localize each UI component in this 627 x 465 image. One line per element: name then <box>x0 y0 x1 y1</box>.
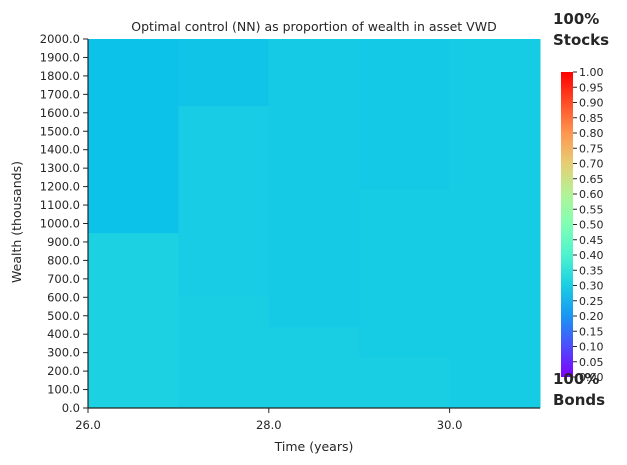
heatmap-cell-9 <box>359 39 451 189</box>
y-tick-label: 1400.0 <box>40 143 80 157</box>
colorbar-tick-label: 0.55 <box>579 203 604 216</box>
colorbar-gradient <box>561 72 573 377</box>
heatmap-cell-0 <box>88 232 179 409</box>
colorbar-tick-label: 0.65 <box>579 173 604 186</box>
colorbar-tick-label: 0.50 <box>579 219 604 232</box>
colorbar-tick-label: 0.70 <box>579 158 604 171</box>
y-tick-label: 1600.0 <box>40 106 80 120</box>
colorbar-tick-label: 0.75 <box>579 142 604 155</box>
heatmap-cell-10 <box>449 39 541 409</box>
y-tick-label: 1500.0 <box>40 124 80 138</box>
colorbar-tick-label: 0.00 <box>579 371 604 384</box>
top-note-line1: 100% <box>553 10 599 28</box>
colorbar-tick-label: 0.15 <box>579 325 604 338</box>
chart-title: Optimal control (NN) as proportion of we… <box>131 19 496 34</box>
y-tick-label: 200.0 <box>47 364 80 378</box>
y-tick-label: 500.0 <box>47 309 80 323</box>
heatmap-cell-2 <box>178 295 270 409</box>
x-tick-label: 26.0 <box>75 418 101 432</box>
heatmap-cell-4 <box>178 39 270 106</box>
heatmap-cell-7 <box>359 356 451 409</box>
y-tick-label: 700.0 <box>47 272 80 286</box>
y-tick-label: 2000.0 <box>40 32 80 46</box>
colorbar-tick-label: 0.20 <box>579 310 604 323</box>
colorbar-tick-label: 0.60 <box>579 188 604 201</box>
y-tick-label: 800.0 <box>47 253 80 267</box>
bottom-note-line1: 100% <box>553 370 599 388</box>
y-tick-label: 600.0 <box>47 290 80 304</box>
top-note-line2: Stocks <box>553 31 609 49</box>
y-tick-label: 1200.0 <box>40 180 80 194</box>
colorbar-tick-label: 0.45 <box>579 234 604 247</box>
colorbar-tick-label: 0.10 <box>579 341 604 354</box>
colorbar-tick-label: 1.00 <box>579 66 604 79</box>
x-axis-title: Time (years) <box>274 439 354 454</box>
y-axis-title: Wealth (thousands) <box>9 161 24 283</box>
colorbar-tick-label: 0.35 <box>579 264 604 277</box>
y-tick-label: 0.0 <box>62 401 80 415</box>
colorbar-tick-label: 0.30 <box>579 280 604 293</box>
y-tick-label: 300.0 <box>47 346 80 360</box>
y-tick-label: 1000.0 <box>40 217 80 231</box>
heatmap-cells <box>88 39 541 409</box>
axes: 0.0 100.0 200.0 300.0 400.0 500.0 600.0 700.0 80… <box>40 32 540 432</box>
x-tick-label: 30.0 <box>437 418 463 432</box>
colorbar-tick-label: 0.90 <box>579 97 604 110</box>
colorbar-tick-label: 0.80 <box>579 127 604 140</box>
heatmap-cell-6 <box>268 39 360 328</box>
y-tick-label: 900.0 <box>47 235 80 249</box>
colorbar-tick-label: 0.95 <box>579 81 604 94</box>
heatmap-cell-3 <box>178 105 270 296</box>
heatmap-cell-5 <box>268 326 360 409</box>
y-tick-label: 400.0 <box>47 327 80 341</box>
colorbar-tick-label: 0.40 <box>579 249 604 262</box>
colorbar-tick-label: 0.25 <box>579 295 604 308</box>
colorbar-tick-label: 0.85 <box>579 112 604 125</box>
y-tick-label: 1100.0 <box>40 198 80 212</box>
heatmap-cell-8 <box>359 188 451 357</box>
heatmap-cell-1 <box>88 39 179 234</box>
y-tick-label: 1700.0 <box>40 87 80 101</box>
colorbar-tick-label: 0.05 <box>579 356 604 369</box>
colorbar: 0.00 0.05 0.10 0.15 0.20 0.25 0.30 0.35 0.40 0.45… <box>561 66 604 384</box>
y-tick-label: 1800.0 <box>40 69 80 83</box>
y-tick-label: 100.0 <box>47 383 80 397</box>
x-tick-label: 28.0 <box>256 418 282 432</box>
bottom-note-line2: Bonds <box>553 391 605 409</box>
y-tick-label: 1900.0 <box>40 50 80 64</box>
y-tick-label: 1300.0 <box>40 161 80 175</box>
